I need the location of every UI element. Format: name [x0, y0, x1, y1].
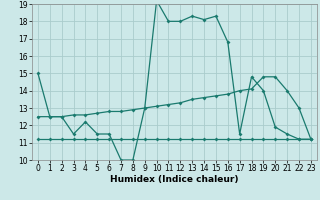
X-axis label: Humidex (Indice chaleur): Humidex (Indice chaleur) — [110, 175, 239, 184]
